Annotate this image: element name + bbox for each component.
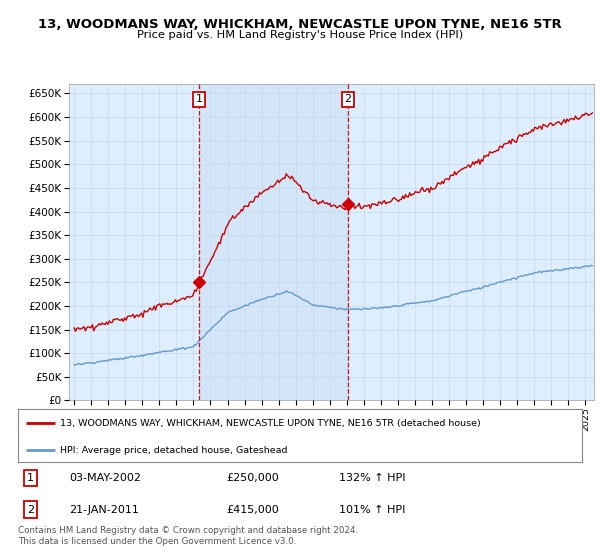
- Text: 2: 2: [344, 94, 351, 104]
- Text: 21-JAN-2011: 21-JAN-2011: [69, 505, 139, 515]
- Text: £415,000: £415,000: [227, 505, 280, 515]
- Text: 03-MAY-2002: 03-MAY-2002: [69, 473, 141, 483]
- Text: 2: 2: [27, 505, 34, 515]
- Text: Price paid vs. HM Land Registry's House Price Index (HPI): Price paid vs. HM Land Registry's House …: [137, 30, 463, 40]
- Text: 132% ↑ HPI: 132% ↑ HPI: [340, 473, 406, 483]
- Text: 13, WOODMANS WAY, WHICKHAM, NEWCASTLE UPON TYNE, NE16 5TR (detached house): 13, WOODMANS WAY, WHICKHAM, NEWCASTLE UP…: [60, 419, 481, 428]
- Text: £250,000: £250,000: [227, 473, 280, 483]
- Text: 101% ↑ HPI: 101% ↑ HPI: [340, 505, 406, 515]
- Text: 1: 1: [196, 94, 203, 104]
- Text: 1: 1: [27, 473, 34, 483]
- Bar: [199, 84, 347, 400]
- Text: Contains HM Land Registry data © Crown copyright and database right 2024.
This d: Contains HM Land Registry data © Crown c…: [18, 526, 358, 546]
- Text: HPI: Average price, detached house, Gateshead: HPI: Average price, detached house, Gate…: [60, 446, 288, 455]
- Text: 13, WOODMANS WAY, WHICKHAM, NEWCASTLE UPON TYNE, NE16 5TR: 13, WOODMANS WAY, WHICKHAM, NEWCASTLE UP…: [38, 18, 562, 31]
